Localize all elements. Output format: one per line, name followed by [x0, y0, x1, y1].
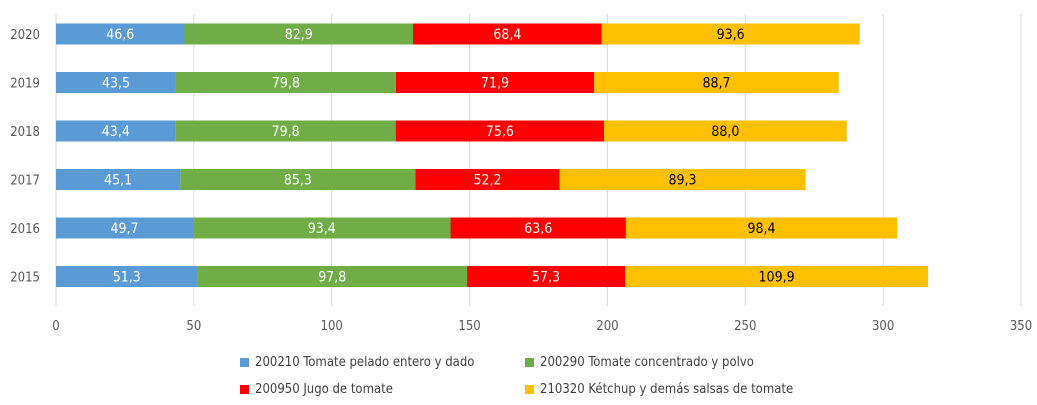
bar-segment	[601, 23, 860, 45]
bar-data-label: 93,6	[717, 27, 745, 43]
bar-segment	[175, 120, 396, 142]
bar-data-label: 109,9	[759, 270, 795, 286]
bar-segment	[56, 72, 176, 93]
bar-data-label: 43,5	[102, 76, 130, 92]
bar-segment	[604, 120, 847, 142]
bar-data-label: 75,6	[486, 124, 514, 140]
bar-data-label: 93,4	[308, 221, 336, 237]
bar-data-label: 51,3	[113, 270, 141, 286]
legend-swatch-4	[525, 384, 534, 394]
x-tick-label: 350	[1010, 319, 1032, 334]
bar-segment	[175, 72, 396, 93]
bar-segment	[180, 169, 416, 190]
x-tick-label: 50	[186, 319, 201, 334]
y-category-label: 2016	[10, 222, 40, 237]
bar-data-label: 45,1	[104, 173, 132, 189]
x-tick-label: 200	[596, 319, 618, 334]
bar-data-label: 82,9	[285, 27, 313, 43]
bar-segment	[467, 266, 626, 287]
bar-segment	[395, 120, 605, 142]
bar-data-label: 89,3	[669, 173, 697, 189]
x-tick-label: 250	[734, 319, 756, 334]
bar-data-label: 85,3	[284, 173, 312, 189]
legend-item-1: 200210 Tomate pelado entero y dado	[240, 352, 474, 372]
y-category-label: 2019	[10, 77, 40, 92]
bar-segment	[625, 266, 929, 287]
y-category-label: 2017	[10, 174, 40, 189]
legend-item-4: 210320 Kétchup y demás salsas de tomate	[525, 379, 793, 399]
bar-segment	[594, 72, 839, 93]
y-category-label: 2018	[10, 125, 40, 140]
bar-segment	[56, 266, 198, 287]
bar-data-label: 88,0	[711, 124, 739, 140]
x-tick-label: 150	[458, 319, 480, 334]
bar-data-label: 98,4	[748, 221, 776, 237]
bar-segment	[193, 217, 451, 239]
x-tick-label: 0	[52, 319, 59, 334]
bar-segment	[450, 217, 626, 239]
bar-data-label: 63,6	[524, 221, 552, 237]
bar-data-label: 57,3	[532, 270, 560, 286]
legend-label-4: 210320 Kétchup y demás salsas de tomate	[540, 381, 794, 397]
bar-segment	[413, 23, 602, 45]
legend-swatch-1	[240, 357, 249, 367]
legend-item-3: 200950 Jugo de tomate	[240, 379, 393, 399]
legend-swatch-3	[240, 384, 249, 394]
bar-segment	[625, 217, 898, 239]
bar-segment	[56, 217, 194, 239]
bar-segment	[415, 169, 560, 190]
bar-data-label: 79,8	[272, 76, 300, 92]
bar-data-label: 46,6	[106, 27, 134, 43]
bar-data-label: 71,9	[481, 76, 509, 92]
x-tick-label: 100	[321, 319, 343, 334]
bar-data-label: 49,7	[110, 221, 138, 237]
legend-label-1: 200210 Tomate pelado entero y dado	[255, 354, 475, 370]
bar-data-label: 88,7	[702, 76, 730, 92]
bar-segment	[56, 169, 181, 190]
bar-segment	[559, 169, 806, 190]
bar-segment	[56, 120, 176, 142]
legend-swatch-2	[525, 357, 534, 367]
bar-segment	[197, 266, 468, 287]
bar-data-label: 97,8	[318, 270, 346, 286]
bar-data-label: 79,8	[272, 124, 300, 140]
y-category-label: 2015	[10, 271, 40, 286]
x-tick-label: 300	[872, 319, 894, 334]
bar-data-label: 43,4	[102, 124, 130, 140]
bar-segment	[184, 23, 414, 45]
legend-item-2: 200290 Tomate concentrado y polvo	[525, 352, 754, 372]
bar-segment	[56, 23, 185, 45]
legend-label-2: 200290 Tomate concentrado y polvo	[540, 354, 754, 370]
chart-legend: 200210 Tomate pelado entero y dado 20029…	[240, 352, 880, 402]
bar-segment	[395, 72, 595, 93]
bar-data-label: 68,4	[493, 27, 521, 43]
y-category-label: 2020	[10, 28, 40, 43]
legend-label-3: 200950 Jugo de tomate	[255, 381, 393, 397]
bar-data-label: 52,2	[473, 173, 501, 189]
